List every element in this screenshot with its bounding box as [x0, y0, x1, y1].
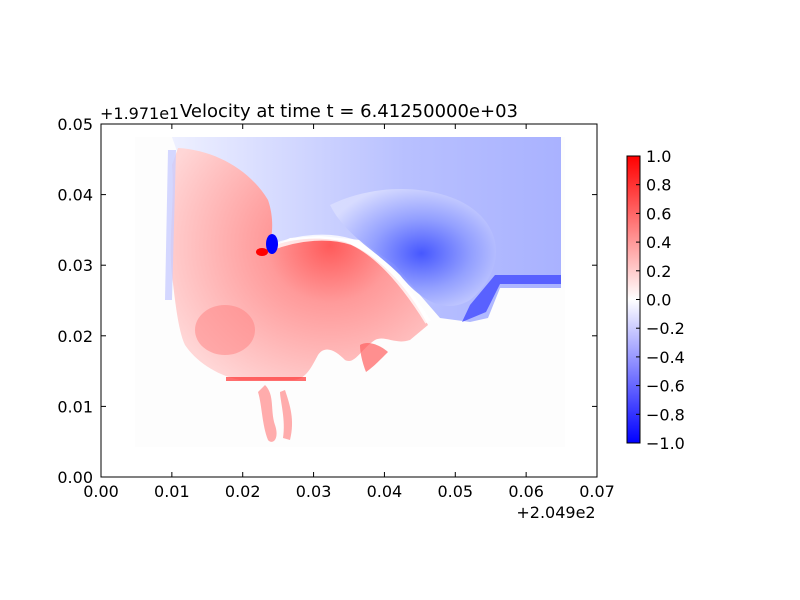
coastline-band: [268, 234, 431, 324]
x-tick-label: 0.06: [508, 482, 544, 501]
y-tick-label: 0.00: [57, 468, 93, 487]
west-boundary-speckles: [165, 150, 176, 300]
south-edge-line: [226, 377, 306, 381]
x-offset-label: +2.049e2: [516, 503, 595, 522]
strong-negative-core: [330, 188, 497, 306]
x-tick-label: 0.07: [579, 482, 615, 501]
y-tick-label: 0.05: [57, 115, 93, 134]
colorbar-tick-label: 0.2: [646, 262, 671, 281]
colorbar-tick-label: 0.6: [646, 204, 671, 223]
colorbar-tick-label: −0.4: [646, 348, 685, 367]
inlet-red: [360, 342, 388, 372]
strong-positive-spot: [256, 248, 268, 256]
x-tick-label: 0.00: [83, 482, 119, 501]
negative-edge-band: [462, 275, 561, 322]
colorbar-tick-label: 1.0: [646, 147, 671, 166]
x-tick-label: 0.02: [225, 482, 261, 501]
colorbar-tick-label: 0.0: [646, 291, 671, 310]
y-offset-label: +1.971e1: [100, 104, 179, 123]
colorbar-tick-label: 0.4: [646, 233, 671, 252]
southern-tendrils: [258, 385, 293, 442]
x-axis: 0.00 0.01 0.02 0.03 0.04 0.05 0.06 0.07: [83, 124, 615, 501]
x-tick-label: 0.05: [437, 482, 473, 501]
x-tick-label: 0.03: [296, 482, 332, 501]
axes-frame: [100, 123, 598, 478]
colorbar-tick-label: 0.8: [646, 176, 671, 195]
y-tick-label: 0.04: [57, 186, 93, 205]
colorbar-tick-label: −0.8: [646, 405, 685, 424]
colorbar-tick-label: −1.0: [646, 434, 685, 453]
colorbar: 1.0 0.8 0.6 0.4 0.2 0.0 −0.2 −0.4 −0.6 −0.8 −1.0: [626, 147, 685, 453]
y-tick-label: 0.02: [57, 327, 93, 346]
y-tick-label: 0.01: [57, 397, 93, 416]
x-tick-label: 0.04: [367, 482, 403, 501]
chart-title: Velocity at time t = 6.41250000e+03: [180, 101, 518, 122]
plot-area: [101, 124, 597, 477]
colorbar-tick-label: −0.2: [646, 319, 685, 338]
x-tick-label: 0.01: [154, 482, 190, 501]
colorbar-ticks: 1.0 0.8 0.6 0.4 0.2 0.0 −0.2 −0.4 −0.6 −0.8 −1.0: [636, 147, 685, 453]
colorbar-tick-label: −0.6: [646, 377, 685, 396]
y-tick-label: 0.03: [57, 256, 93, 275]
y-axis: 0.00 0.01 0.02 0.03 0.04 0.05: [57, 115, 597, 487]
positive-blob: [195, 305, 255, 355]
strong-negative-spot: [266, 234, 278, 254]
